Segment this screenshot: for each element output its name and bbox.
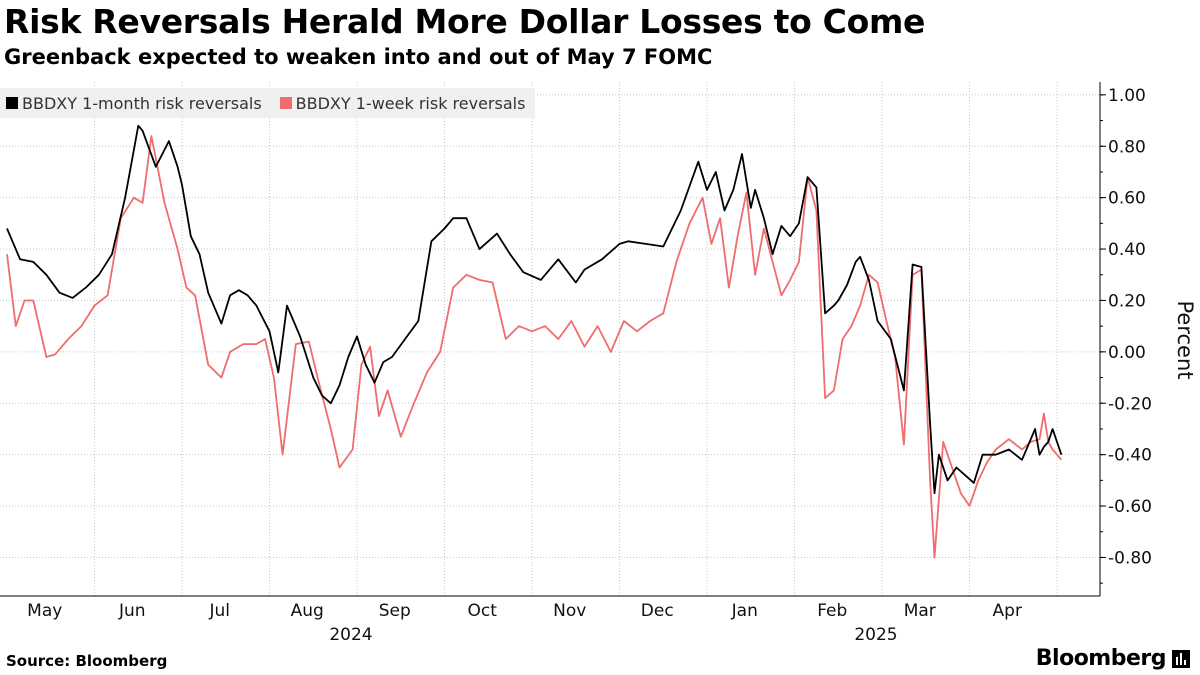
bloomberg-chart-icon	[1172, 649, 1190, 668]
brand-name: Bloomberg	[1035, 646, 1167, 671]
x-axis: May Jun Jul Aug Sep Oct Nov Dec Jan Feb Mar Apr 2024…	[0, 595, 1100, 645]
legend-item-1week: BBDXY 1-week risk reversals	[279, 93, 526, 113]
y-tick-label: 0.80	[1108, 137, 1146, 157]
y-tick-label: 0.40	[1108, 240, 1146, 260]
y-tick-label: -0.80	[1108, 548, 1152, 568]
x-tick-label: Jun	[118, 601, 146, 621]
x-tick-label: Aug	[291, 601, 324, 621]
legend-swatch-1week	[279, 97, 292, 109]
x-tick-label: Sep	[379, 601, 411, 621]
y-tick-label: 0.00	[1108, 343, 1146, 363]
legend-label-1month: BBDXY 1-month risk reversals	[22, 93, 262, 113]
x-tick-label: Mar	[904, 601, 936, 621]
x-tick-label: Nov	[553, 601, 586, 621]
y-tick-label: -0.40	[1108, 446, 1152, 466]
x-tick-label: Feb	[817, 601, 847, 621]
chart-title: Risk Reversals Herald More Dollar Losses…	[4, 2, 926, 41]
y-tick-label: -0.60	[1108, 497, 1152, 517]
x-tick-label: Dec	[641, 601, 674, 621]
legend-label-1week: BBDXY 1-week risk reversals	[295, 93, 526, 113]
legend-item-1month: BBDXY 1-month risk reversals	[6, 94, 262, 113]
y-tick-label: -0.20	[1108, 394, 1152, 414]
series-layer	[6, 124, 1063, 559]
y-tick-label: 0.20	[1108, 291, 1146, 311]
legend-swatch-1month	[6, 97, 18, 109]
bloomberg-logo: Bloomberg	[1036, 646, 1190, 671]
y-tick-label: 1.00	[1108, 86, 1146, 106]
x-tick-label: Oct	[468, 601, 498, 621]
x-year-label: 2024	[329, 625, 372, 645]
y-tick-label: 0.60	[1108, 189, 1146, 209]
chart-subtitle: Greenback expected to weaken into and ou…	[4, 45, 713, 69]
series-line-1week	[6, 135, 1063, 559]
series-line-1month	[6, 124, 1063, 495]
x-year-label: 2025	[854, 625, 897, 645]
legend: BBDXY 1-month risk reversals BBDXY 1-wee…	[0, 88, 536, 118]
y-axis: 1.00 0.80 0.60 0.40 0.20 0.00 -0.20 -0.40 -0.60 -…	[1099, 82, 1152, 596]
y-axis-label: Percent	[1173, 300, 1197, 379]
vertical-gridlines	[94, 82, 1058, 596]
x-tick-label: Apr	[993, 601, 1022, 621]
x-tick-label: Jan	[731, 601, 758, 621]
x-tick-label: Jul	[208, 601, 230, 621]
source-note: Source: Bloomberg	[6, 652, 168, 670]
x-tick-label: May	[27, 601, 62, 621]
